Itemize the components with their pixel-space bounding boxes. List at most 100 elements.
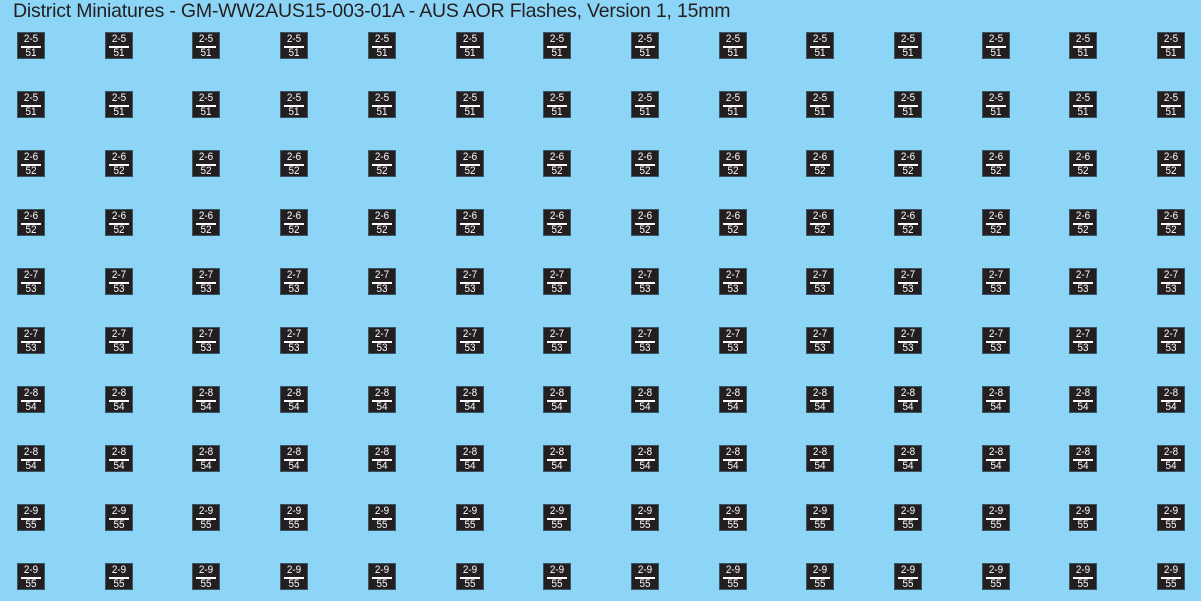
flash-top-text: 2-6: [813, 210, 828, 222]
aor-flash: 2-5 51: [1157, 32, 1186, 59]
flash-divider: [634, 341, 655, 343]
flash-divider: [1073, 459, 1094, 461]
flash-bottom-text: 54: [727, 401, 739, 413]
flash-top-text: 2-8: [286, 446, 302, 458]
flash-bottom-text: 52: [814, 165, 826, 177]
flash-divider: [459, 46, 480, 48]
flash-bottom-text: 55: [25, 578, 37, 590]
aor-flash: 2-5 51: [192, 32, 221, 59]
flash-top-text: 2-7: [462, 328, 477, 340]
flash-divider: [459, 282, 480, 284]
flash-top-text: 2-6: [1076, 151, 1091, 163]
aor-flash: 2-8 54: [806, 386, 835, 413]
flash-top-text: 2-7: [1076, 328, 1091, 340]
flash-top-text: 2-9: [1163, 505, 1179, 517]
flash-divider: [634, 164, 655, 166]
flash-divider: [722, 459, 743, 461]
flash-divider: [722, 400, 743, 402]
flash-top-text: 2-8: [462, 446, 477, 458]
flash-bottom-text: 53: [288, 342, 300, 354]
flash-top-text: 2-6: [550, 151, 565, 163]
flash-bottom-text: 54: [814, 401, 826, 413]
flash-top-text: 2-9: [637, 564, 653, 576]
aor-flash: 2-9 55: [718, 563, 747, 590]
flash-bottom-text: 51: [727, 47, 739, 59]
aor-flash: 2-6 52: [455, 150, 484, 177]
flash-bottom-text: 55: [814, 519, 826, 531]
aor-flash: 2-8 54: [280, 386, 309, 413]
flash-bottom-text: 51: [376, 47, 388, 59]
flash-divider: [898, 164, 918, 166]
flash-top-text: 2-7: [637, 269, 653, 281]
flash-bottom-text: 51: [814, 106, 826, 118]
aor-flash: 2-7 53: [1069, 327, 1098, 354]
flash-top-text: 2-8: [1076, 446, 1091, 458]
flash-divider: [108, 400, 129, 402]
flash-bottom-text: 52: [902, 224, 914, 236]
flash-bottom-text: 55: [113, 578, 125, 590]
aor-flash: 2-8 54: [367, 445, 396, 472]
aor-flash: 2-5 51: [894, 32, 922, 59]
flash-divider: [722, 518, 743, 520]
aor-flash: 2-7 53: [280, 327, 309, 354]
flash-divider: [985, 282, 1006, 284]
flash-bottom-text: 54: [113, 401, 125, 413]
flash-bottom-text: 52: [200, 224, 212, 236]
flash-bottom-text: 53: [814, 283, 826, 295]
flash-divider: [21, 282, 41, 284]
aor-flash: 2-5 51: [367, 91, 396, 118]
flash-top-text: 2-6: [286, 151, 302, 163]
flash-top-text: 2-5: [1076, 33, 1091, 45]
flash-divider: [459, 518, 480, 520]
flash-top-text: 2-6: [988, 151, 1003, 163]
flash-divider: [810, 46, 831, 48]
flash-divider: [21, 46, 41, 48]
flash-top-text: 2-7: [550, 269, 565, 281]
flash-top-text: 2-9: [900, 505, 916, 517]
aor-flash: 2-8 54: [894, 386, 922, 413]
flash-bottom-text: 53: [463, 283, 476, 295]
flash-divider: [284, 164, 305, 166]
flash-top-text: 2-6: [199, 210, 214, 222]
flash-divider: [459, 223, 480, 225]
flash-divider: [1073, 164, 1094, 166]
aor-flash: 2-9 55: [1157, 563, 1186, 590]
flash-divider: [108, 105, 129, 107]
aor-flash: 2-6 52: [192, 209, 221, 236]
aor-flash: 2-9 55: [894, 563, 922, 590]
flash-top-text: 2-5: [813, 33, 828, 45]
aor-flash: 2-5 51: [1157, 91, 1186, 118]
flash-top-text: 2-8: [374, 446, 389, 458]
flash-bottom-text: 55: [990, 519, 1002, 531]
flash-divider: [196, 341, 217, 343]
aor-flash: 2-9 55: [367, 563, 396, 590]
flash-bottom-text: 55: [1165, 519, 1177, 531]
flash-divider: [722, 223, 743, 225]
flash-bottom-text: 52: [288, 224, 300, 236]
flash-top-text: 2-5: [199, 33, 214, 45]
flash-bottom-text: 52: [551, 224, 563, 236]
aor-flash: 2-5 51: [630, 32, 659, 59]
flash-top-text: 2-9: [111, 564, 126, 576]
flash-top-text: 2-8: [23, 387, 39, 399]
flash-divider: [898, 105, 918, 107]
aor-flash: 2-5 51: [367, 32, 396, 59]
flash-bottom-text: 52: [551, 165, 563, 177]
aor-flash: 2-5 51: [543, 32, 572, 59]
flash-bottom-text: 52: [990, 224, 1002, 236]
aor-flash: 2-6 52: [981, 150, 1010, 177]
flash-bottom-text: 51: [639, 106, 651, 118]
flash-divider: [21, 518, 41, 520]
flash-divider: [1073, 341, 1094, 343]
aor-flash: 2-7 53: [718, 327, 747, 354]
flash-top-text: 2-6: [637, 151, 653, 163]
aor-flash: 2-5 51: [104, 91, 133, 118]
aor-flash: 2-8 54: [17, 445, 45, 472]
aor-flash: 2-7 53: [192, 327, 221, 354]
flash-divider: [547, 223, 568, 225]
flash-divider: [371, 105, 392, 107]
flash-top-text: 2-8: [1163, 387, 1179, 399]
flash-top-text: 2-5: [988, 92, 1003, 104]
flash-top-text: 2-7: [900, 328, 916, 340]
aor-flash: 2-6 52: [192, 150, 221, 177]
